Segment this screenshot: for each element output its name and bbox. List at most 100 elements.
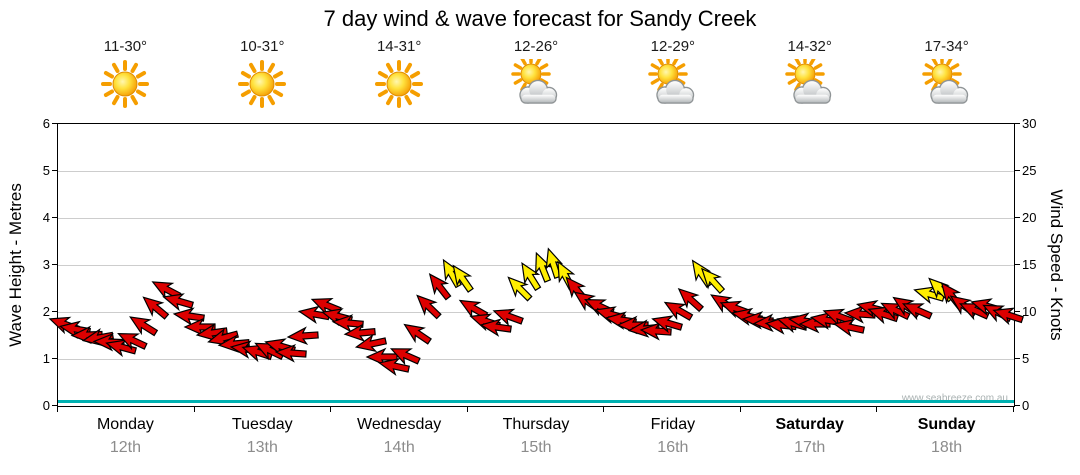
plot-area: www.seabreeze.com.au bbox=[48, 123, 1025, 407]
day-temp-range: 11-30° bbox=[103, 38, 148, 55]
day-temp-range: 14-32° bbox=[787, 38, 832, 55]
day-temp-range: 17-34° bbox=[924, 38, 969, 55]
weather-icon bbox=[468, 54, 605, 113]
wind-arrow bbox=[104, 338, 137, 357]
wind-axis-tick-label: 25 bbox=[1022, 163, 1037, 178]
weather-icon bbox=[604, 54, 741, 113]
day-name: Thursday bbox=[502, 416, 570, 433]
wind-arrow bbox=[161, 292, 194, 311]
day-header: 12-29° bbox=[604, 38, 741, 113]
wind-arrow bbox=[183, 317, 216, 337]
day-date: 15th bbox=[520, 439, 552, 456]
wind-arrow bbox=[822, 308, 854, 327]
forecast-header-row: 11-30° 10-31° 14-31° 12-26° 12-29° 14-32… bbox=[57, 38, 1015, 113]
axis-tick bbox=[1013, 407, 1014, 412]
wind-arrow bbox=[902, 303, 934, 321]
day-date: 14th bbox=[383, 439, 415, 456]
left-axis-title: Wave Height - Metres bbox=[6, 183, 25, 347]
wind-axis-tick-label: 10 bbox=[1022, 304, 1037, 319]
sun-behind-cloud-icon bbox=[784, 54, 831, 104]
wind-arrow bbox=[377, 357, 410, 376]
day-header: 11-30° bbox=[57, 38, 194, 113]
wind-arrow bbox=[832, 318, 866, 338]
day-name: Sunday bbox=[917, 416, 976, 433]
axis-tick bbox=[57, 407, 58, 412]
day-header: 14-32° bbox=[741, 38, 878, 113]
wind-arrow bbox=[959, 303, 990, 321]
axis-tick bbox=[1015, 358, 1020, 359]
weather-icon bbox=[194, 59, 331, 113]
wind-arrow bbox=[142, 296, 169, 321]
day-label: Sunday 18th bbox=[878, 416, 1015, 457]
day-name: Wednesday bbox=[357, 416, 442, 433]
wind-arrow bbox=[195, 322, 228, 342]
wind-arrow bbox=[274, 344, 308, 364]
weather-icon bbox=[741, 54, 878, 113]
day-name: Saturday bbox=[775, 416, 844, 433]
wind-arrow bbox=[429, 272, 452, 301]
day-label: Thursday 15th bbox=[468, 416, 605, 457]
wind-arrow bbox=[354, 333, 388, 353]
weather-icon bbox=[57, 59, 194, 113]
wind-arrow bbox=[521, 262, 542, 292]
axis-tick bbox=[876, 407, 878, 412]
day-header: 14-31° bbox=[331, 38, 468, 113]
axis-tick bbox=[52, 405, 57, 406]
day-temp-range: 12-26° bbox=[513, 38, 559, 55]
day-label: Monday 12th bbox=[57, 416, 194, 457]
day-date: 12th bbox=[109, 439, 141, 456]
axis-tick bbox=[52, 170, 57, 171]
wind-arrow bbox=[343, 323, 376, 342]
axis-tick bbox=[1015, 123, 1020, 124]
axis-tick bbox=[52, 217, 57, 218]
axis-tick bbox=[739, 407, 741, 412]
axis-tick bbox=[1015, 405, 1020, 406]
sun-behind-cloud-icon bbox=[921, 54, 968, 104]
sun-behind-cloud-icon bbox=[511, 54, 558, 104]
gridline bbox=[58, 171, 1014, 172]
axis-tick bbox=[330, 407, 332, 412]
wind-arrow bbox=[664, 301, 694, 322]
wind-arrow bbox=[365, 347, 398, 367]
day-labels-row: Monday 12th Tuesday 13th Wednesday 14th … bbox=[57, 416, 1015, 457]
axis-tick bbox=[193, 407, 195, 412]
wind-arrow bbox=[459, 299, 489, 320]
wind-arrow bbox=[286, 326, 319, 346]
wind-arrow bbox=[507, 275, 533, 302]
axis-tick bbox=[1015, 217, 1020, 218]
wind-arrow bbox=[479, 318, 513, 337]
sun-behind-cloud-icon bbox=[648, 54, 695, 104]
day-name: Monday bbox=[96, 416, 154, 433]
wave-height-line bbox=[58, 400, 1014, 404]
axis-tick bbox=[466, 407, 468, 412]
wind-arrow bbox=[331, 314, 365, 333]
wind-axis-tick-label: 5 bbox=[1022, 351, 1030, 366]
wind-arrow bbox=[992, 307, 1025, 326]
axis-tick bbox=[1015, 264, 1020, 265]
wind-axis-tick-label: 30 bbox=[1022, 116, 1037, 131]
wind-axis-tick-label: 20 bbox=[1022, 210, 1037, 225]
wind-arrow bbox=[492, 308, 524, 327]
wave-axis-tick-label: 5 bbox=[42, 163, 50, 178]
wind-arrow bbox=[402, 323, 432, 345]
wind-arrow bbox=[129, 316, 159, 337]
wind-arrow bbox=[677, 287, 704, 312]
gridline bbox=[58, 359, 1014, 360]
wind-arrow bbox=[390, 348, 421, 366]
wind-arrow bbox=[416, 294, 442, 320]
wind-axis-tick-label: 0 bbox=[1022, 398, 1030, 413]
wind-arrow bbox=[310, 297, 342, 315]
gridline bbox=[58, 218, 1014, 219]
day-temp-range: 12-29° bbox=[650, 38, 696, 55]
day-label: Tuesday 13th bbox=[194, 416, 331, 457]
day-date: 18th bbox=[931, 439, 963, 456]
wave-axis-tick-label: 0 bbox=[42, 398, 50, 413]
gridline bbox=[58, 312, 1014, 313]
day-header: 10-31° bbox=[194, 38, 331, 113]
axis-tick bbox=[52, 123, 57, 124]
wave-axis-tick-label: 2 bbox=[42, 304, 50, 319]
axis-tick bbox=[52, 264, 57, 265]
day-name: Friday bbox=[650, 416, 696, 433]
day-name: Tuesday bbox=[231, 416, 293, 433]
